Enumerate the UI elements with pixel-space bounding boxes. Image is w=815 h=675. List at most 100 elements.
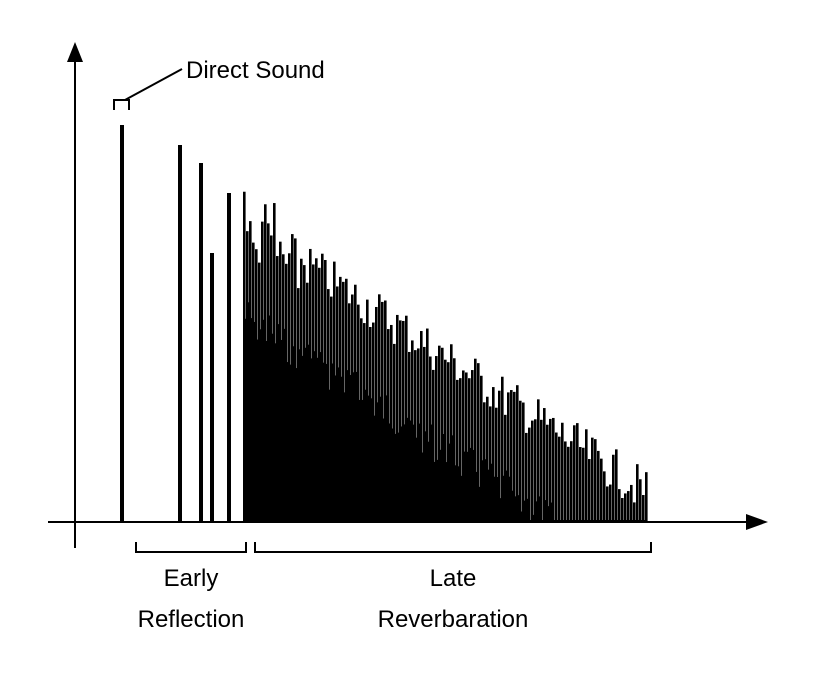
reverb-impulse [462,370,465,522]
reverb-impulse [318,267,321,522]
early-reflection-impulse [210,253,214,522]
late-reverberation-bracket [254,542,652,553]
early-reflection-label-line1: Early [164,565,219,592]
reverb-impulse [543,408,546,522]
direct-sound-leader [124,68,183,101]
reverb-impulse [474,358,477,522]
reverb-impulse [399,320,402,522]
reverb-impulse [288,253,291,523]
direct-sound-impulse [120,125,124,522]
reverb-impulse [486,396,489,522]
reverb-impulse [300,258,303,522]
reverb-impulse [546,424,549,522]
reverb-impulse [498,390,501,522]
reverb-impulse [435,356,438,522]
reverb-impulse [645,472,648,522]
reverb-impulse [504,414,507,522]
reverb-impulse [603,471,606,522]
reverb-impulse [261,221,264,523]
reverb-impulse [270,235,273,523]
reverb-impulse [330,296,333,522]
reverb-impulse [612,454,615,522]
reverb-impulse [327,289,330,522]
reverb-impulse [630,484,633,522]
late-reverberation-label-line1: Late [430,565,477,592]
direct-sound-label: Direct Sound [186,57,325,84]
range-brackets [135,542,652,553]
reverb-impulse [618,489,621,522]
reverb-impulse [429,356,432,522]
reverb-impulse [267,223,270,522]
reverb-impulse [516,385,519,522]
reverb-impulse [633,502,636,522]
reverb-impulse [360,318,363,522]
reverb-impulse [402,320,405,522]
reverb-impulse [480,375,483,522]
reverb-impulse [558,436,561,522]
reverb-impulse [501,376,504,522]
reverb-impulse [258,262,261,522]
reverb-impulse [276,256,279,522]
reverb-impulse [624,493,627,522]
reverb-impulse [609,484,612,522]
reverb-impulse [531,420,534,522]
reverb-impulse [312,264,315,522]
reverb-impulse [540,419,543,522]
reverb-impulse [576,423,579,522]
reverb-impulse [495,407,498,522]
reverb-impulse [570,441,573,522]
reverb-impulse [390,324,393,522]
reverb-impulse [285,263,288,522]
reverb-impulse [255,249,258,522]
reverb-impulse [264,204,267,522]
reverb-impulse [381,301,384,522]
reverb-impulse [420,331,423,522]
reverb-impulse [309,248,312,523]
reverb-impulse [297,288,300,522]
direct-sound-bracket [113,99,130,110]
reverb-impulse [375,306,378,522]
reverb-impulse [273,203,276,522]
reverb-impulse [282,254,285,522]
reverb-impulse [561,422,564,522]
reverb-impulse [246,231,249,523]
reverb-impulse [351,294,354,522]
reverb-impulse [594,439,597,522]
reverb-impulse [567,446,570,522]
reverb-impulse [378,294,381,522]
reverb-impulse [393,343,396,522]
reverb-impulse [366,299,369,522]
reverb-impulse [372,322,375,522]
reverb-impulse [537,399,540,522]
reverb-impulse [249,221,252,522]
reverb-impulse [315,258,318,522]
reverb-impulse [606,486,609,522]
reverb-impulse [621,498,624,522]
reverb-impulse [636,464,639,522]
reverb-impulse [243,191,246,522]
reverb-impulse [639,479,642,522]
reverb-impulse [492,387,495,522]
reverb-impulse [438,345,441,522]
reverb-impulse [345,278,348,522]
reverb-impulse [579,447,582,522]
reverb-impulse [432,369,435,522]
reverb-impulse [456,379,459,522]
reverb-impulse [333,261,336,522]
reverb-impulse [369,326,372,522]
reverb-impulse [564,441,567,522]
reverb-impulse [597,450,600,522]
reverb-impulse [582,447,585,522]
reverb-impulse [336,286,339,522]
reverb-impulse [513,391,516,522]
reverb-impulse [600,458,603,522]
reverb-impulse [483,402,486,522]
reverb-impulse [408,351,411,522]
reverb-impulse [303,265,306,522]
reverb-impulse [321,253,324,523]
reverb-impulse [471,370,474,522]
late-reverberation-label-line2: Reverbaration [378,606,529,633]
reverb-impulse [555,432,558,522]
reverb-impulse [441,347,444,522]
early-reflection-impulse [227,193,231,522]
